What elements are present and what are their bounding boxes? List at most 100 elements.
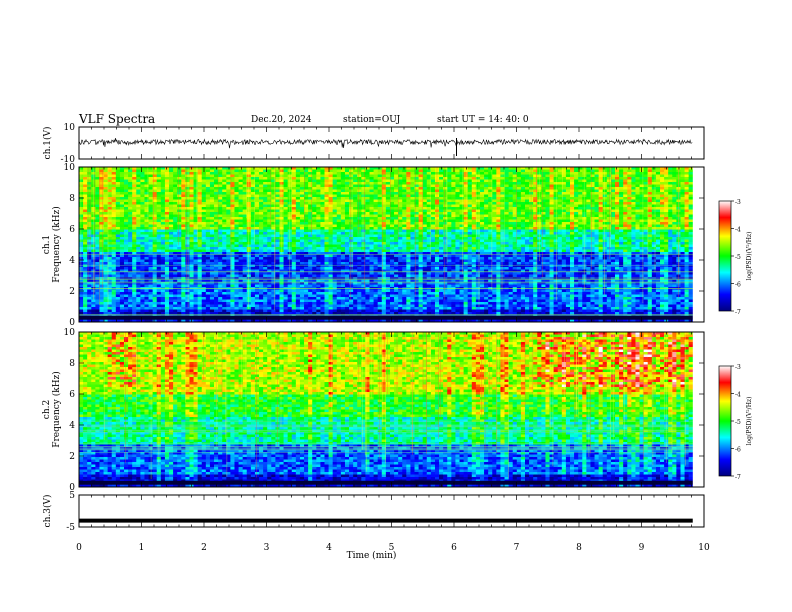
spectrogram-cell [132,237,137,240]
spectrogram-cell [381,222,387,225]
spectrogram-cell [226,309,231,313]
spectrogram-cell [398,237,403,240]
spectrogram-cell [205,254,211,258]
spectrogram-cell [385,279,391,283]
spectrogram-cell [357,292,362,295]
spectrogram-cell [250,237,256,240]
spectrogram-cell [214,294,219,298]
spectrogram-cell [214,284,219,288]
spectrogram-cell [336,262,342,265]
spectrogram-cell [128,177,133,180]
spectrogram-cell [275,184,280,188]
spectrogram-cell [181,247,186,250]
spectrogram-cell [295,187,301,190]
spectrogram-cell [83,284,88,288]
spectrogram-cell [201,234,207,238]
spectrogram-cell [83,224,88,228]
spectrogram-cell [389,232,395,235]
spectrogram-cell [308,192,313,195]
spectrogram-cell [295,232,301,235]
spectrogram-cell [254,197,260,200]
spectrogram-cell [336,284,342,288]
spectrogram-cell [340,242,346,245]
spectrogram-cell [209,177,215,180]
spectrogram-cell [173,244,178,248]
spectrogram-cell [173,309,178,313]
spectrogram-cell [406,204,411,208]
spectrogram-cell [103,312,109,315]
spectrogram-cell [218,267,223,270]
spectrogram-cell [124,207,129,210]
spectrogram-cell [234,297,239,300]
spectrogram-cell [144,194,149,198]
spectrogram-cell [181,289,186,293]
spectrogram-cell [197,187,203,190]
spectrogram-cell [283,277,289,280]
spectrogram-cell [132,214,137,218]
spectrogram-cell [308,234,313,238]
spectrogram-cell [381,202,387,205]
spectrogram-cell [185,297,190,300]
spectrogram-cell [119,187,125,190]
spectrogram-cell [83,282,88,285]
spectrogram-cell [402,232,407,235]
spectrogram-cell [353,222,358,225]
spectrogram-cell [87,272,92,275]
spectrogram-cell [160,204,166,208]
spectrogram-cell [193,319,199,323]
spectrogram-cell [259,297,264,300]
spectrogram-cell [271,309,276,313]
spectrogram-cell [115,244,121,248]
spectrogram-cell [295,252,301,255]
spectrogram-cell [291,274,297,278]
spectrogram-cell [111,212,117,215]
spectrogram-cell [107,199,113,203]
spectrogram-cell [385,194,391,198]
spectrogram-cell [250,177,256,180]
spectrogram-cell [357,274,362,278]
spectrogram-cell [304,254,309,258]
spectrogram-cell [332,219,338,223]
spectrogram-cell [234,237,239,240]
spectrogram-cell [385,234,391,238]
spectrogram-cell [381,184,387,188]
spectrogram-cell [103,264,109,268]
spectrogram-cell [119,172,125,175]
spectrogram-cell [164,177,170,180]
spectrogram-cell [132,219,137,223]
spectrogram-cell [320,177,325,180]
spectrogram-cell [226,267,231,270]
spectrogram-cell [377,192,383,195]
spectrogram-cell [197,257,203,260]
spectrogram-cell [295,219,301,223]
spectrogram-cell [357,222,362,225]
spectrogram-cell [385,249,391,253]
spectrogram-cell [148,247,154,250]
spectrogram-cell [238,179,244,183]
spectrogram-cell [87,174,92,178]
spectrogram-cell [132,217,137,220]
spectrogram-cell [406,242,411,245]
spectrogram-cell [193,214,199,218]
spectrogram-cell [164,244,170,248]
spectrogram-cell [299,267,305,270]
spectrogram-cell [144,177,149,180]
spectrogram-cell [398,247,403,250]
spectrogram-cell [201,289,207,293]
spectrogram-cell [275,219,280,223]
spectrogram-cell [79,182,84,185]
spectrogram-cell [267,242,272,245]
spectrogram-cell [218,229,223,233]
spectrogram-cell [128,277,133,280]
spectrogram-cell [238,237,244,240]
spectrogram-cell [177,309,182,313]
spectrogram-cell [389,187,395,190]
spectrogram-cell [91,312,96,315]
spectrogram-cell [275,224,280,228]
spectrogram-cell [267,292,272,295]
spectrogram-cell [136,202,141,205]
spectrogram-cell [83,197,88,200]
spectrogram-cell [361,262,366,265]
ch1-spectrogram-image [79,167,705,323]
spectrogram-cell [381,174,387,178]
